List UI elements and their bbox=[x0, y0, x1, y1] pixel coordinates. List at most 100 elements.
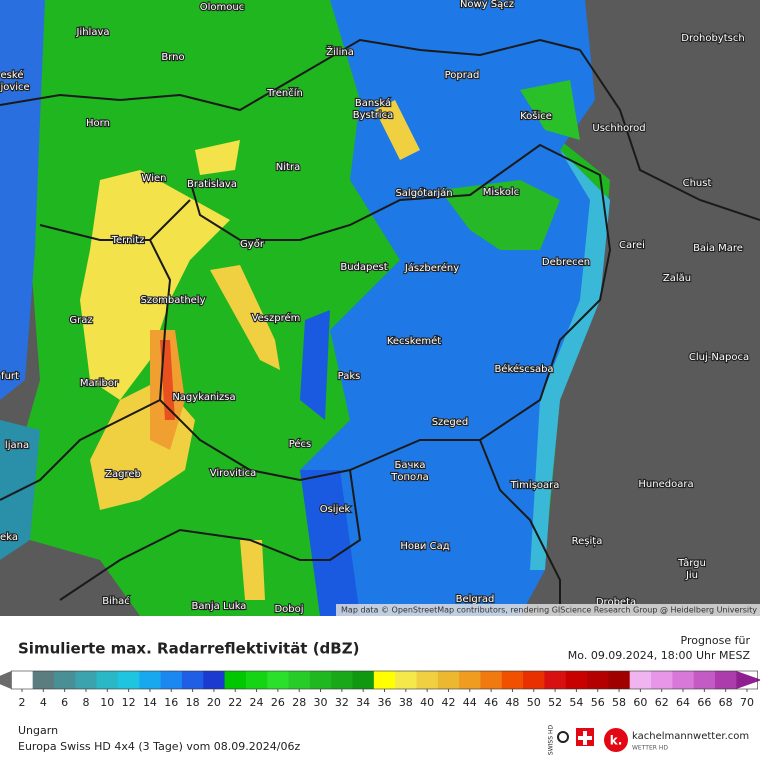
city-label: Târgu bbox=[677, 557, 706, 569]
city-label: Nitra bbox=[276, 162, 300, 173]
city-label: Топола bbox=[390, 472, 428, 483]
forecast-label: Prognose für bbox=[681, 634, 751, 647]
tick-label: 2 bbox=[19, 696, 26, 709]
tick-label: 46 bbox=[484, 696, 498, 709]
city-label: Banská bbox=[355, 97, 391, 109]
tick-label: 12 bbox=[122, 696, 136, 709]
tick-label: 70 bbox=[740, 696, 754, 709]
city-label: Salgótarján bbox=[395, 187, 452, 199]
colorbar-cell bbox=[160, 671, 183, 689]
tick-label: 26 bbox=[271, 696, 285, 709]
city-label: ljana bbox=[5, 440, 29, 451]
city-label: Horn bbox=[86, 118, 110, 129]
tick-label: 44 bbox=[463, 696, 477, 709]
tick-label: 48 bbox=[505, 696, 519, 709]
tick-label: 38 bbox=[399, 696, 413, 709]
colorbar-cell bbox=[416, 671, 439, 689]
colorbar-cell bbox=[117, 671, 140, 689]
tick-label: 54 bbox=[569, 696, 583, 709]
colorbar-cell bbox=[139, 671, 162, 689]
colorbar-cell bbox=[395, 671, 417, 689]
city-label: Kecskemét bbox=[387, 335, 441, 347]
city-label: Бачка bbox=[394, 460, 425, 471]
colorbar-cell bbox=[480, 671, 503, 689]
colorbar-cell bbox=[437, 671, 460, 689]
city-label: Szombathely bbox=[140, 295, 205, 306]
city-label: Veszprém bbox=[252, 312, 301, 324]
city-label: Cluj-Napoca bbox=[689, 352, 749, 363]
colorbar-cell bbox=[53, 671, 76, 689]
colorbar-cell bbox=[352, 671, 375, 689]
city-label: Wien bbox=[142, 173, 167, 184]
colorbar-cell bbox=[96, 671, 119, 689]
city-label: Trenčín bbox=[266, 87, 303, 99]
city-label: Maribor bbox=[80, 378, 119, 389]
tick-label: 30 bbox=[314, 696, 328, 709]
city-label: Drohobytsch bbox=[681, 33, 744, 44]
map: Olomouc Nowy Sącz Jihlava Brno Žilina Poprad D… bbox=[0, 0, 760, 616]
tick-label: 32 bbox=[335, 696, 349, 709]
city-label: Belgrad bbox=[456, 594, 495, 605]
tick-label: 6 bbox=[61, 696, 68, 709]
forecast-time: Mo. 09.09.2024, 18:00 Uhr MESZ bbox=[568, 649, 751, 662]
logo-badge: SWISS HD bbox=[548, 725, 555, 756]
colorbar-cell bbox=[544, 671, 567, 689]
city-label: Pécs bbox=[289, 438, 312, 450]
city-label: Timișoara bbox=[510, 480, 560, 491]
city-label: Banja Luka bbox=[192, 601, 247, 612]
colorbar-frame bbox=[11, 670, 758, 690]
colorbar-cell bbox=[32, 671, 55, 689]
colorbar-cell bbox=[288, 671, 311, 689]
tick-label: 42 bbox=[441, 696, 455, 709]
colorbar-cell bbox=[523, 671, 545, 689]
city-label: Uschhorod bbox=[592, 123, 645, 134]
colorbar-cell bbox=[203, 671, 226, 689]
colorbar-cell bbox=[501, 671, 524, 689]
city-label: Budapest bbox=[340, 262, 387, 273]
tick-label: 62 bbox=[655, 696, 669, 709]
colorbar-cell bbox=[608, 671, 631, 689]
colorbar-cell bbox=[373, 671, 396, 689]
colorbar-cell bbox=[459, 671, 481, 689]
city-label: Virovitica bbox=[210, 468, 256, 479]
colorbar: 2 4 6 8 10 12 14 16 18 20 22 24 26 28 30 32 34 36 38 40 42 44… bbox=[0, 670, 760, 709]
logo-tagline: WETTER HD bbox=[632, 745, 668, 752]
city-label: Paks bbox=[338, 371, 361, 382]
city-label: Győr bbox=[240, 238, 265, 250]
city-label: Jiu bbox=[685, 570, 698, 581]
tick-label: 66 bbox=[697, 696, 711, 709]
tick-label: 16 bbox=[164, 696, 178, 709]
colorbar-arrow bbox=[736, 671, 760, 689]
city-label: Nowy Sącz bbox=[460, 0, 514, 10]
city-label: Nagykanizsa bbox=[172, 392, 235, 403]
tick-label: 56 bbox=[591, 696, 605, 709]
tick-label: 40 bbox=[420, 696, 434, 709]
city-label: Békéscsaba bbox=[494, 363, 553, 375]
city-label: eské bbox=[1, 69, 24, 81]
city-label: Baia Mare bbox=[693, 243, 743, 254]
colorbar-cell bbox=[587, 671, 609, 689]
city-label: Jászberény bbox=[404, 262, 459, 274]
colorbar-cell bbox=[629, 671, 652, 689]
tick-label: 18 bbox=[186, 696, 200, 709]
city-label: Graz bbox=[69, 315, 92, 326]
region: Ungarn bbox=[18, 724, 58, 737]
city-label: Olomouc bbox=[200, 2, 244, 13]
tick-label: 22 bbox=[228, 696, 242, 709]
logo: SWISS HD k. kachelmannwetter.com WETTER … bbox=[548, 725, 750, 756]
colorbar-cell bbox=[181, 671, 204, 689]
city-label: Chust bbox=[683, 178, 712, 189]
city-label: eka bbox=[0, 532, 18, 543]
city-label: Žilina bbox=[326, 45, 354, 58]
tick-label: 50 bbox=[527, 696, 541, 709]
city-label: Poprad bbox=[445, 70, 480, 81]
city-label: Ternitz bbox=[111, 235, 145, 246]
tick-label: 58 bbox=[612, 696, 626, 709]
colorbar-cell bbox=[651, 671, 673, 689]
city-label: Hunedoara bbox=[638, 479, 693, 490]
tick-label: 64 bbox=[676, 696, 690, 709]
city-label: Doboj bbox=[274, 604, 303, 615]
city-label: Reșița bbox=[572, 536, 603, 547]
colorbar-cell bbox=[715, 671, 737, 689]
